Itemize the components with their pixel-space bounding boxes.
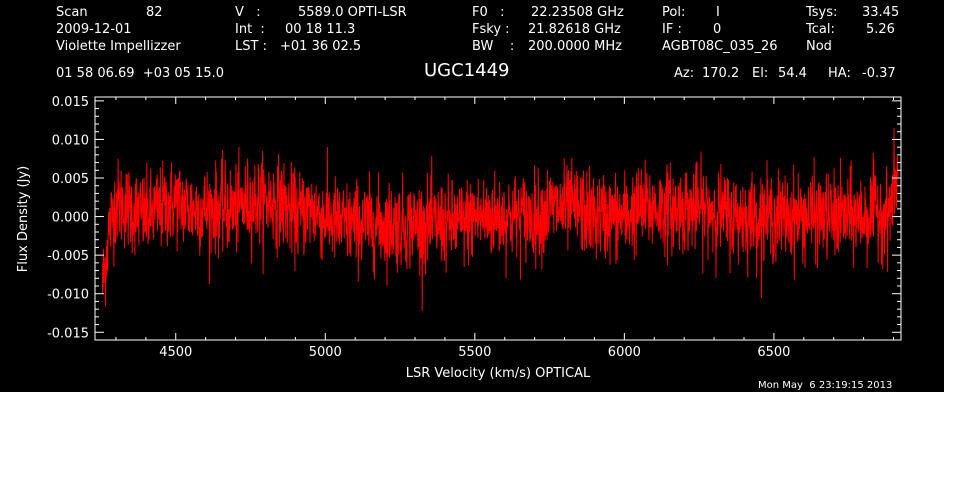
proc-value: AGBT08C_035_26 xyxy=(662,39,778,54)
int-label: Int : xyxy=(235,22,265,37)
plot-frame xyxy=(94,96,902,341)
y-tick-label: -0.005 xyxy=(47,249,89,264)
x-axis-label: LSR Velocity (km/s) OPTICAL xyxy=(406,366,591,381)
spectrum-line xyxy=(101,127,899,312)
spectrum-trace-group xyxy=(101,127,899,312)
y-tick-label: -0.010 xyxy=(47,288,89,303)
ha-value: -0.37 xyxy=(862,66,896,81)
bw-label: BW : xyxy=(472,39,515,54)
tcal-label: Tcal: xyxy=(806,22,835,37)
x-tick-label: 5500 xyxy=(458,345,491,360)
v-value: 5589.0 OPTI-LSR xyxy=(298,5,407,20)
scan-value: 82 xyxy=(146,5,163,20)
if-value: 0 xyxy=(713,22,722,37)
fsky-value: 21.82618 GHz xyxy=(528,22,621,37)
scan-label: Scan xyxy=(56,5,88,20)
v-label: V : xyxy=(235,5,261,20)
lst-label: LST : xyxy=(235,39,267,54)
pol-label: Pol: xyxy=(662,5,686,20)
x-tick-label: 5000 xyxy=(309,345,342,360)
bw-value: 200.0000 MHz xyxy=(528,39,622,54)
obs-date: 2009-12-01 xyxy=(56,22,132,37)
y-axis-label: Flux Density (Jy) xyxy=(16,166,31,272)
source-name: UGC1449 xyxy=(424,60,510,81)
fsky-label: Fsky : xyxy=(472,22,510,37)
y-tick-label: 0.010 xyxy=(52,133,89,148)
ha-label: HA: xyxy=(828,66,851,81)
y-tick-label: 0.015 xyxy=(52,95,89,110)
tsys-label: Tsys: xyxy=(806,5,838,20)
az-value: 170.2 xyxy=(702,66,740,81)
f0-label: F0 : xyxy=(472,5,505,20)
y-tick-label: -0.015 xyxy=(47,326,89,341)
lst-value: +01 36 02.5 xyxy=(280,39,362,54)
mode-value: Nod xyxy=(806,39,832,54)
el-value: 54.4 xyxy=(778,66,807,81)
el-label: El: xyxy=(752,66,769,81)
f0-value: 22.23508 GHz xyxy=(531,5,624,20)
int-value: 00 18 11.3 xyxy=(285,22,356,37)
observer-name: Violette Impellizzer xyxy=(56,39,181,54)
y-tick-label: 0.005 xyxy=(52,172,89,187)
footer-timestamp: Mon May 6 23:19:15 2013 xyxy=(758,380,893,391)
source-coords: 01 58 06.69 +03 05 15.0 xyxy=(56,66,225,81)
y-tick-label: 0.000 xyxy=(52,211,89,226)
tsys-value: 33.45 xyxy=(862,5,900,20)
spectrum-chart: 4500 5000 5500 6000 6500 -0.015 -0.010 -0.005 0.… xyxy=(16,95,902,381)
plot-panel: Scan 82 2009-12-01 Violette Impellizzer … xyxy=(0,0,944,392)
if-label: IF : xyxy=(662,22,682,37)
axes-group: 4500 5000 5500 6000 6500 -0.015 -0.010 -0.005 0.… xyxy=(47,95,901,360)
az-label: Az: xyxy=(674,66,695,81)
pol-value: I xyxy=(716,5,720,20)
x-tick-label: 6000 xyxy=(608,345,641,360)
x-tick-label: 6500 xyxy=(757,345,790,360)
tcal-value: 5.26 xyxy=(866,22,895,37)
x-tick-label: 4500 xyxy=(159,345,192,360)
